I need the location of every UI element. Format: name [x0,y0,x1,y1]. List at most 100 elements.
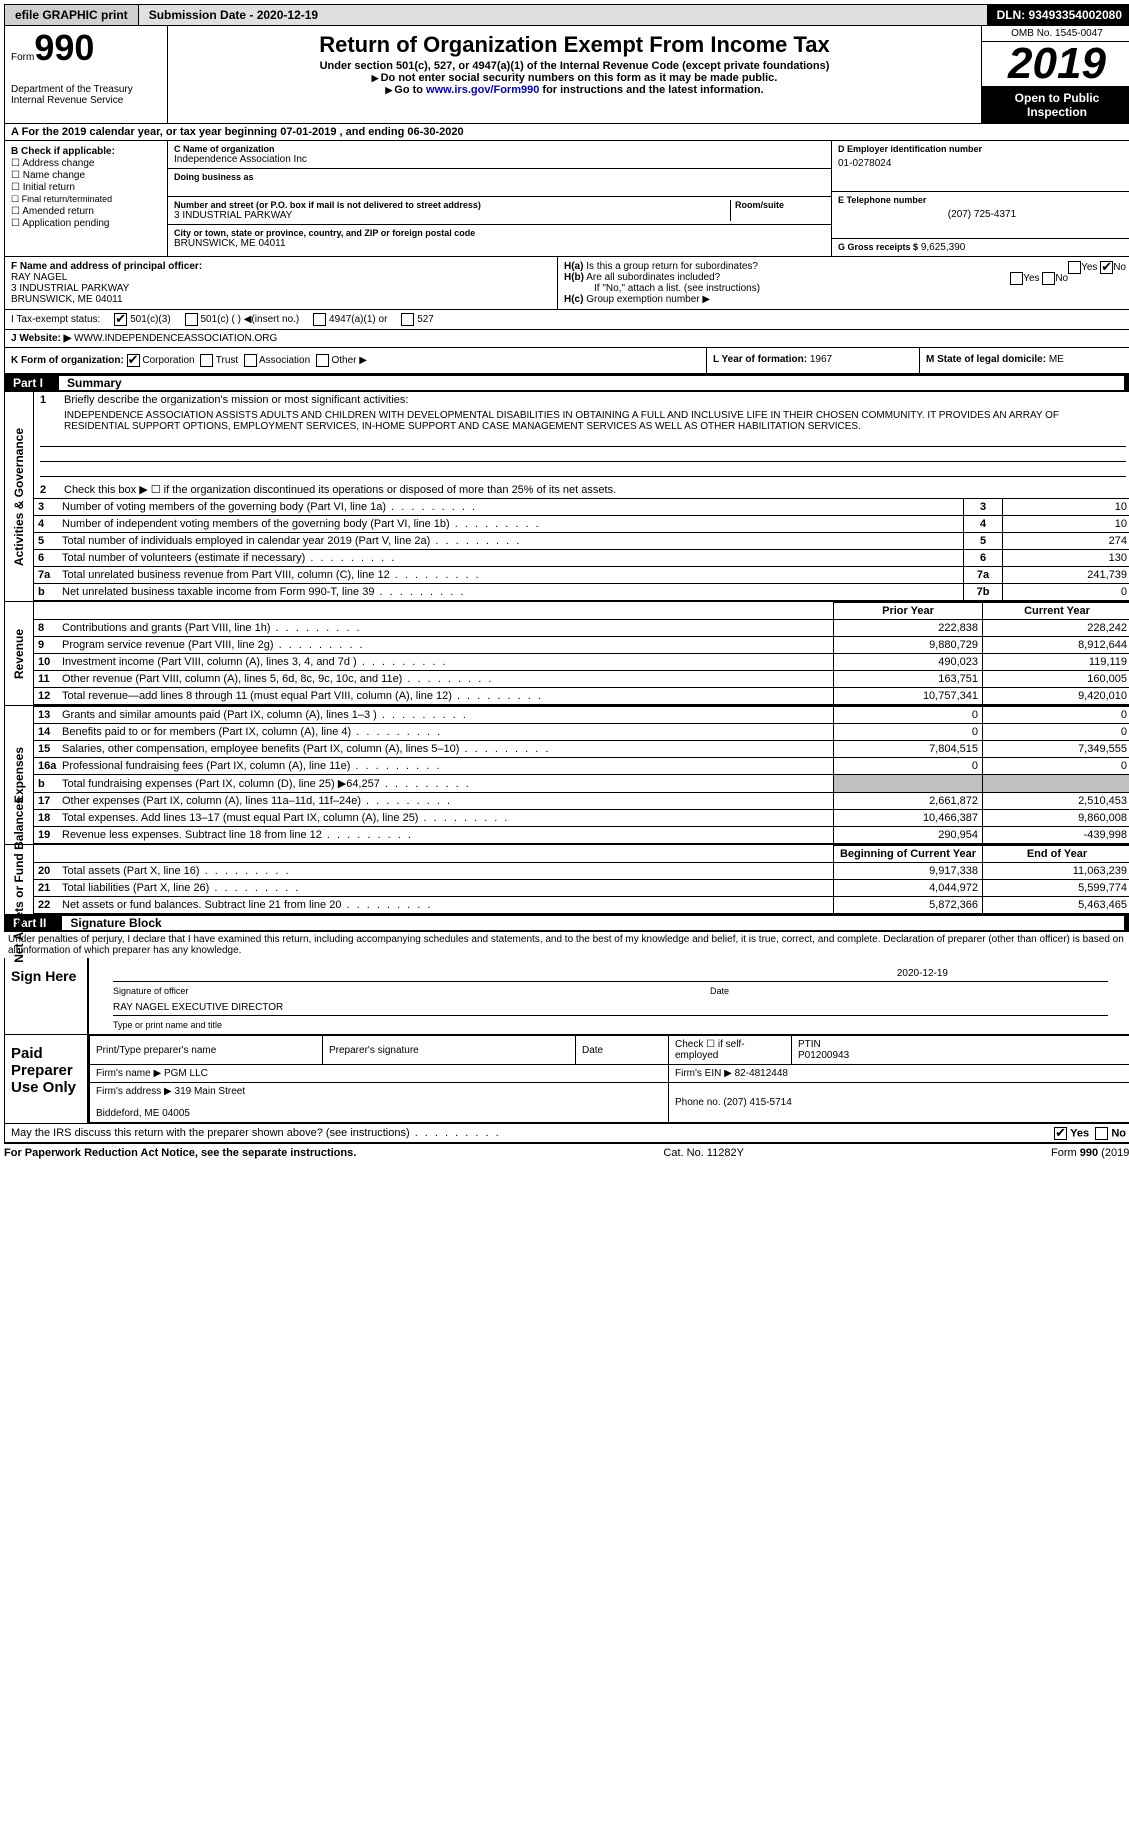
form-title: Return of Organization Exempt From Incom… [172,32,977,58]
check-other[interactable] [316,354,329,367]
vtab-net-assets: Net Assets or Fund Balances [12,797,26,963]
table-row: 7aTotal unrelated business revenue from … [34,567,1129,584]
ha-yes[interactable] [1068,261,1081,274]
sig-date-caption: Date [710,986,729,996]
prep-self-employed[interactable]: Check ☐ if self-employed [669,1036,792,1065]
firm-ein: 82-4812448 [735,1068,788,1079]
check-trust[interactable] [200,354,213,367]
part-1-header: Part ISummary [5,374,1129,392]
dept-treasury: Department of the Treasury Internal Reve… [11,84,161,106]
prep-name-label: Print/Type preparer's name [90,1036,323,1065]
line-2-text: Check this box ▶ ☐ if the organization d… [64,483,1126,496]
box-k-label: K Form of organization: [11,355,124,366]
hb-no[interactable] [1042,272,1055,285]
discuss-no[interactable] [1095,1127,1108,1140]
box-g-label: G Gross receipts $ [838,242,918,252]
check-assoc[interactable] [244,354,257,367]
table-row: 17Other expenses (Part IX, column (A), l… [34,793,1129,810]
phone-value: (207) 415-5714 [723,1097,791,1108]
table-row: 9Program service revenue (Part VIII, lin… [34,637,1129,654]
check-527[interactable] [401,313,414,326]
table-header-row: Beginning of Current YearEnd of Year [34,846,1129,863]
state-domicile: ME [1049,354,1064,365]
tax-year: 2019 [982,42,1129,86]
irs-link[interactable]: www.irs.gov/Form990 [426,84,539,96]
paid-preparer-label: Paid Preparer Use Only [5,1035,89,1123]
check-final-return[interactable]: ☐ Final return/terminated [11,194,161,205]
form-word: Form [11,52,34,63]
k-l-m-row: K Form of organization: Corporation Trus… [4,348,1129,374]
firm-ein-label: Firm's EIN ▶ [675,1068,732,1079]
prep-sig-label: Preparer's signature [323,1036,576,1065]
form-number: 990 [34,27,94,68]
box-b-label: B Check if applicable: [11,146,161,157]
box-j-label: J Website: ▶ [11,333,71,344]
city-state-zip: BRUNSWICK, ME 04011 [174,238,825,249]
sig-date-value: 2020-12-19 [897,968,948,979]
dba-label: Doing business as [174,172,825,182]
website-hc-row: J Website: ▶ WWW.INDEPENDENCEASSOCIATION… [4,330,1129,348]
top-bar: efile GRAPHIC print Submission Date - 20… [4,4,1129,26]
box-d-label: D Employer identification number [838,144,1126,154]
footer-mid: Cat. No. 11282Y [663,1147,744,1159]
ruled-line [40,451,1126,462]
ptin-value: P01200943 [798,1050,849,1061]
check-address-change[interactable]: ☐ Address change [11,158,161,169]
check-amended-return[interactable]: ☐ Amended return [11,206,161,217]
check-501c3[interactable] [114,313,127,326]
table-row: 12Total revenue—add lines 8 through 11 (… [34,688,1129,705]
hb-yes[interactable] [1010,272,1023,285]
footer: For Paperwork Reduction Act Notice, see … [4,1143,1129,1162]
tax-status-row: I Tax-exempt status: 501(c)(3) 501(c) ( … [4,310,1129,330]
officer-name-title: RAY NAGEL EXECUTIVE DIRECTOR [113,1002,283,1013]
phone-label: Phone no. [675,1097,721,1108]
box-m-label: M State of legal domicile: [926,354,1046,365]
table-row: 19Revenue less expenses. Subtract line 1… [34,827,1129,844]
open-to-public: Open to Public Inspection [982,86,1129,123]
check-initial-return[interactable]: ☐ Initial return [11,182,161,193]
check-application-pending[interactable]: ☐ Application pending [11,218,161,229]
check-corp[interactable] [127,354,140,367]
room-label: Room/suite [735,200,825,210]
firm-name: PGM LLC [164,1068,208,1079]
gross-receipts: 9,625,390 [921,242,966,253]
table-row: 14Benefits paid to or for members (Part … [34,724,1129,741]
discuss-row: May the IRS discuss this return with the… [4,1124,1129,1143]
ha-no[interactable] [1100,261,1113,274]
table-row: 10Investment income (Part VIII, column (… [34,654,1129,671]
table-row: 8Contributions and grants (Part VIII, li… [34,620,1129,637]
city-label: City or town, state or province, country… [174,228,825,238]
firm-name-label: Firm's name ▶ [96,1068,161,1079]
submission-date: Submission Date - 2020-12-19 [139,5,328,25]
ein-value: 01-0278024 [838,154,1126,173]
table-row: 15Salaries, other compensation, employee… [34,741,1129,758]
efile-print-button[interactable]: efile GRAPHIC print [5,5,139,25]
form-subtitle: Under section 501(c), 527, or 4947(a)(1)… [172,60,977,72]
table-header-row: Prior YearCurrent Year [34,603,1129,620]
dln: DLN: 93493354002080 [987,5,1129,25]
discuss-yes[interactable] [1054,1127,1067,1140]
street-address: 3 INDUSTRIAL PARKWAY [174,210,730,221]
table-row: 11Other revenue (Part VIII, column (A), … [34,671,1129,688]
table-row: 6Total number of volunteers (estimate if… [34,550,1129,567]
hb-text: Are all subordinates included? [586,272,720,283]
box-e-label: E Telephone number [838,195,1126,205]
perjury-text: Under penalties of perjury, I declare th… [4,932,1129,958]
check-4947[interactable] [313,313,326,326]
check-501c[interactable] [185,313,198,326]
note-goto-post: for instructions and the latest informat… [539,84,763,96]
addr-label: Number and street (or P.O. box if mail i… [174,200,730,210]
footer-right: Form 990 (2019) [1051,1147,1129,1159]
ruled-line [40,436,1126,447]
note-ssn: Do not enter social security numbers on … [381,72,778,84]
officer-name: RAY NAGEL [11,272,551,283]
table-row: 18Total expenses. Add lines 13–17 (must … [34,810,1129,827]
ptin-label: PTIN [798,1039,821,1050]
line-1-label: Briefly describe the organization's miss… [64,394,1126,406]
check-name-change[interactable]: ☐ Name change [11,170,161,181]
box-l-label: L Year of formation: [713,354,807,365]
sign-here-label: Sign Here [5,958,89,1034]
vtab-expenses: Expenses [12,747,26,803]
vtab-revenue: Revenue [12,628,26,678]
table-row: 16aProfessional fundraising fees (Part I… [34,758,1129,775]
